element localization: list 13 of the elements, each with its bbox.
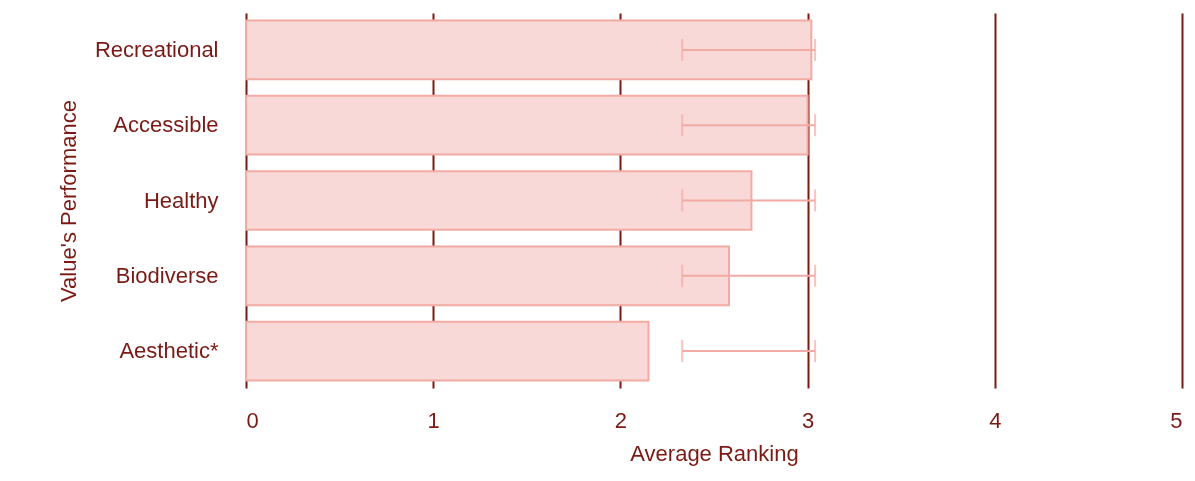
y-tick-label: Healthy: [143, 187, 219, 213]
y-tick-label: Aesthetic*: [119, 338, 219, 364]
x-tick-label: 5: [1170, 407, 1183, 433]
y-tick-label: Biodiverse: [115, 262, 219, 288]
x-tick-label: 0: [246, 407, 259, 433]
y-axis-title: Value's Performance: [55, 100, 81, 302]
x-tick-label: 3: [801, 407, 815, 433]
y-tick-label: Recreational: [94, 36, 219, 62]
y-tick-label: Accessible: [113, 112, 219, 138]
x-tick-label: 1: [427, 407, 440, 433]
x-axis-title: Average Ranking: [630, 440, 799, 466]
x-tick-label: 4: [989, 407, 1002, 433]
x-tick-label: 2: [614, 407, 628, 433]
